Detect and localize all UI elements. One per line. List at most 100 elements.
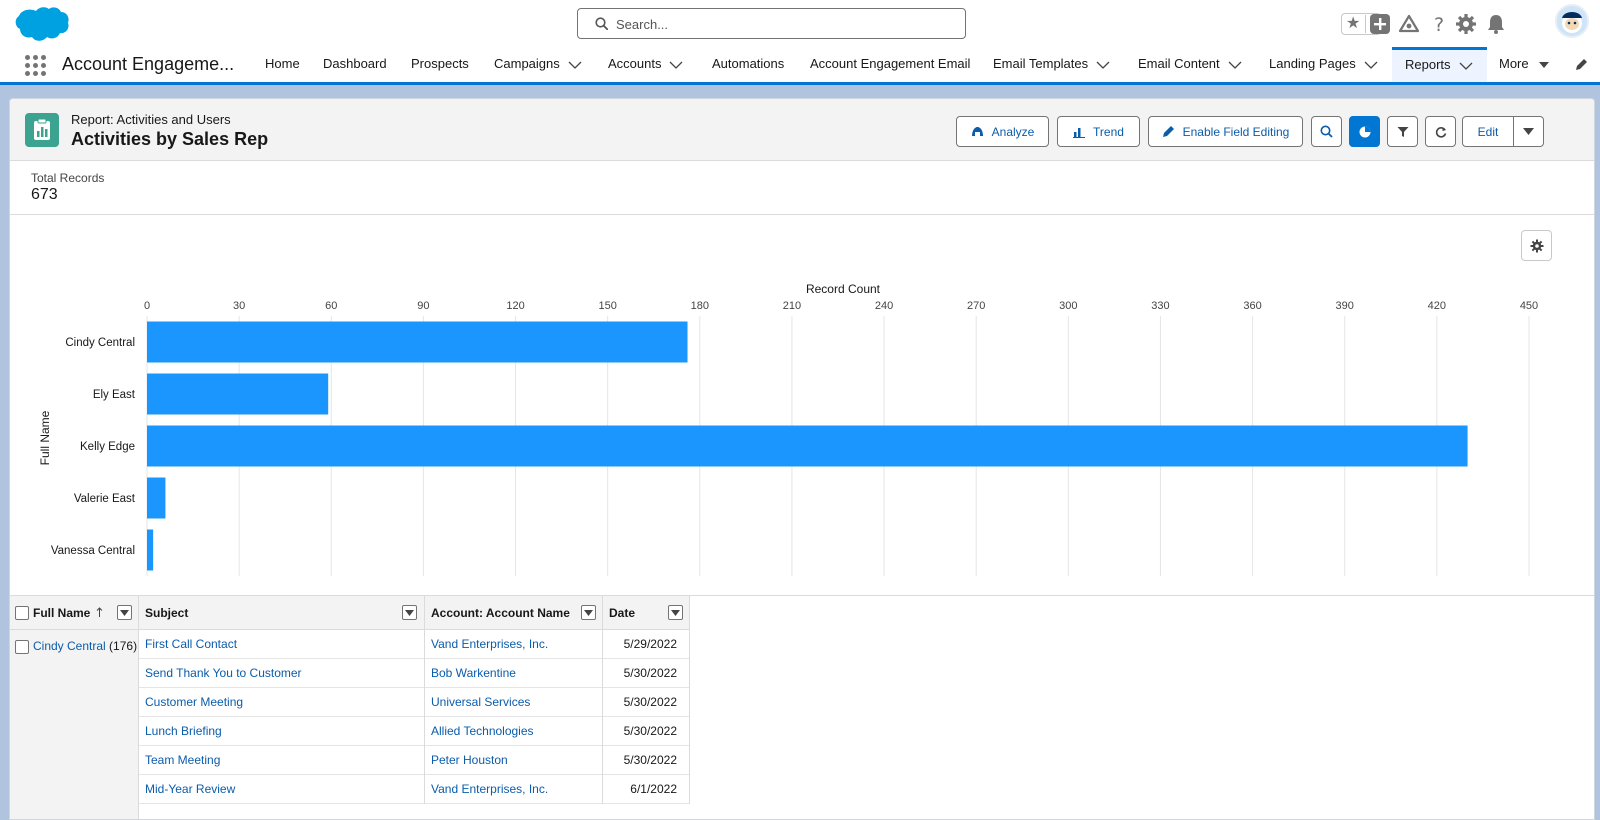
filter-button[interactable] xyxy=(1387,116,1418,147)
column-header-subject[interactable]: Subject xyxy=(139,596,425,630)
column-header-account-name[interactable]: Account: Account Name xyxy=(425,596,603,630)
account-cell[interactable]: Vand Enterprises, Inc. xyxy=(425,775,603,804)
x-tick-label: 360 xyxy=(1243,300,1261,312)
column-header-label: Account: Account Name xyxy=(431,606,570,620)
enable-field-editing-button[interactable]: Enable Field Editing xyxy=(1148,116,1303,147)
group-checkbox[interactable] xyxy=(15,640,29,654)
column-header-full-name[interactable]: Full Name xyxy=(10,596,139,630)
nav-tab-label: Home xyxy=(265,56,300,71)
search-input[interactable] xyxy=(616,13,946,35)
global-actions-icon[interactable] xyxy=(1369,13,1391,35)
table-row: First Call Contact Vand Enterprises, Inc… xyxy=(139,630,690,659)
x-tick-label: 240 xyxy=(875,300,893,312)
x-tick-label: 330 xyxy=(1151,300,1169,312)
report-summary: Total Records 673 xyxy=(10,161,1594,215)
salesforce-logo[interactable] xyxy=(12,5,70,45)
nav-tab-email-content[interactable]: Email Content xyxy=(1138,47,1242,82)
chevron-down-icon[interactable] xyxy=(669,61,683,69)
x-tick-label: 210 xyxy=(783,300,801,312)
nav-tab-account-engagement-email[interactable]: Account Engagement Email xyxy=(810,47,970,82)
nav-tab-home[interactable]: Home xyxy=(265,47,300,82)
bar[interactable] xyxy=(147,477,166,519)
bar[interactable] xyxy=(147,373,329,415)
x-tick-label: 450 xyxy=(1520,300,1538,312)
analyze-button[interactable]: Analyze xyxy=(956,116,1049,147)
table-row: Customer Meeting Universal Services 5/30… xyxy=(139,688,690,717)
nav-tab-label: Campaigns xyxy=(494,56,560,71)
edit-menu-button[interactable] xyxy=(1513,116,1544,147)
nav-tab-more[interactable]: More xyxy=(1499,47,1551,82)
trailhead-icon[interactable] xyxy=(1398,13,1420,35)
notifications-bell-icon[interactable] xyxy=(1485,13,1507,35)
account-cell[interactable]: Universal Services xyxy=(425,688,603,717)
subject-cell[interactable]: Send Thank You to Customer xyxy=(139,659,425,688)
chevron-down-icon[interactable] xyxy=(1364,61,1378,69)
setup-gear-icon[interactable] xyxy=(1455,13,1477,35)
nav-tab-label: Dashboard xyxy=(323,56,387,71)
help-icon[interactable]: ? xyxy=(1428,13,1450,35)
edit-button[interactable]: Edit xyxy=(1462,116,1514,147)
group-count: (176) xyxy=(109,639,138,653)
edit-label: Edit xyxy=(1477,124,1499,139)
edit-nav-pencil-icon[interactable] xyxy=(1574,57,1589,72)
search-icon xyxy=(1320,125,1333,138)
nav-tab-label: Prospects xyxy=(411,56,469,71)
nav-tab-prospects[interactable]: Prospects xyxy=(411,47,469,82)
table-row: Mid-Year Review Vand Enterprises, Inc. 6… xyxy=(139,775,690,804)
x-tick-label: 420 xyxy=(1428,300,1446,312)
nav-tab-label: Account Engagement Email xyxy=(810,56,971,71)
app-launcher-icon[interactable] xyxy=(25,55,47,77)
user-avatar[interactable] xyxy=(1555,4,1589,38)
chevron-down-icon[interactable] xyxy=(1459,62,1473,70)
caret-down-icon[interactable] xyxy=(1537,61,1551,69)
group-name-link[interactable]: Cindy Central (176) xyxy=(33,639,137,653)
bar[interactable] xyxy=(147,425,1468,467)
account-cell[interactable]: Peter Houston xyxy=(425,746,603,775)
nav-tab-landing-pages[interactable]: Landing Pages xyxy=(1269,47,1378,82)
nav-tab-dashboard[interactable]: Dashboard xyxy=(323,47,387,82)
subject-cell[interactable]: Mid-Year Review xyxy=(139,775,425,804)
clipboard-chart-icon xyxy=(34,118,50,140)
global-search[interactable] xyxy=(577,8,966,39)
account-cell[interactable]: Bob Warkentine xyxy=(425,659,603,688)
trend-button[interactable]: Trend xyxy=(1057,116,1140,147)
account-cell[interactable]: Vand Enterprises, Inc. xyxy=(425,630,603,659)
nav-tab-reports[interactable]: Reports xyxy=(1392,47,1487,82)
account-cell[interactable]: Allied Technologies xyxy=(425,717,603,746)
subject-cell[interactable]: Team Meeting xyxy=(139,746,425,775)
group-row-cindy-central: Cindy Central (176) xyxy=(10,630,139,819)
search-report-button[interactable] xyxy=(1311,116,1342,147)
trend-bars-icon xyxy=(1073,127,1086,138)
x-tick-label: 300 xyxy=(1059,300,1077,312)
bar[interactable] xyxy=(147,321,688,363)
y-tick-label: Vanessa Central xyxy=(51,545,135,557)
search-icon xyxy=(595,17,608,30)
column-menu-icon[interactable] xyxy=(402,605,417,620)
date-cell: 6/1/2022 xyxy=(603,775,690,804)
x-tick-label: 150 xyxy=(598,300,616,312)
bar[interactable] xyxy=(147,529,154,571)
column-header-date[interactable]: Date xyxy=(603,596,690,630)
nav-tab-accounts[interactable]: Accounts xyxy=(608,47,683,82)
chevron-down-icon[interactable] xyxy=(568,61,582,69)
nav-tab-email-templates[interactable]: Email Templates xyxy=(993,47,1110,82)
chevron-down-icon[interactable] xyxy=(1228,61,1242,69)
subject-cell[interactable]: Customer Meeting xyxy=(139,688,425,717)
chart-settings-button[interactable] xyxy=(1521,230,1552,261)
toggle-chart-button[interactable] xyxy=(1349,116,1380,147)
sort-ascending-icon[interactable] xyxy=(96,607,103,618)
nav-tab-label: Reports xyxy=(1405,57,1451,72)
column-header-label: Date xyxy=(609,606,636,620)
subject-cell[interactable]: First Call Contact xyxy=(139,630,425,659)
date-cell: 5/30/2022 xyxy=(603,659,690,688)
group-name[interactable]: Cindy Central xyxy=(33,639,106,653)
refresh-button[interactable] xyxy=(1425,116,1456,147)
nav-tab-automations[interactable]: Automations xyxy=(712,47,784,82)
column-menu-icon[interactable] xyxy=(668,605,683,620)
select-all-checkbox[interactable] xyxy=(15,606,29,620)
column-menu-icon[interactable] xyxy=(117,605,132,620)
subject-cell[interactable]: Lunch Briefing xyxy=(139,717,425,746)
chevron-down-icon[interactable] xyxy=(1096,61,1110,69)
column-menu-icon[interactable] xyxy=(581,605,596,620)
nav-tab-campaigns[interactable]: Campaigns xyxy=(494,47,582,82)
